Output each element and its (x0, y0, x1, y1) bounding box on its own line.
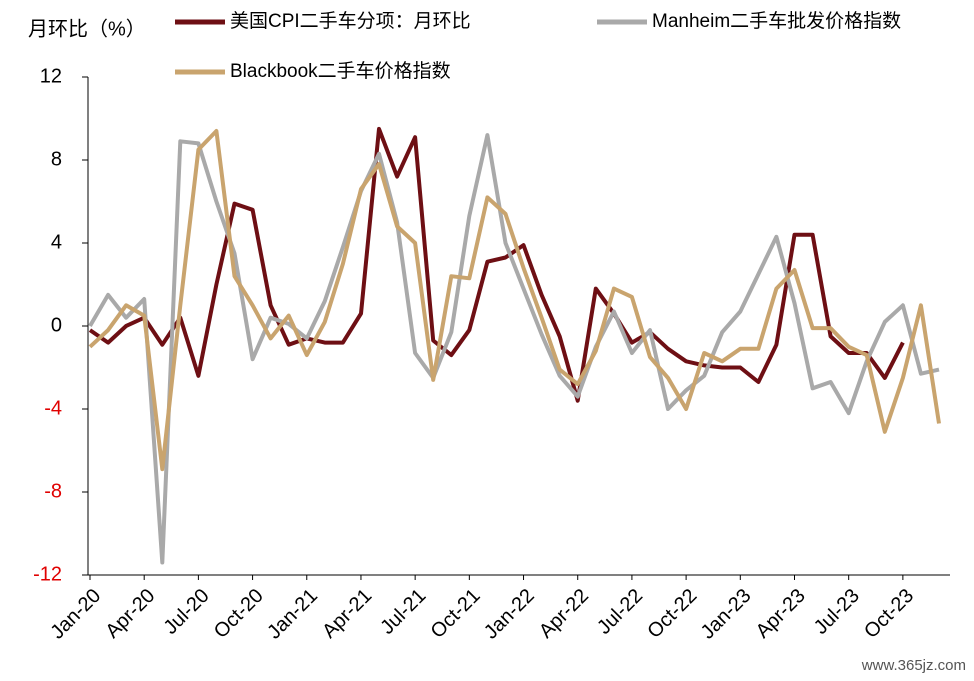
y-tick-label: 4 (51, 231, 62, 253)
x-tick-label: Jul-20 (160, 585, 214, 639)
series-line (88, 129, 941, 472)
x-tick-label: Jul-21 (376, 585, 430, 639)
x-tick-label: Oct-21 (427, 585, 485, 643)
y-tick-label: 0 (51, 314, 62, 336)
watermark: www.365jz.com (861, 657, 966, 674)
y-tick-label: -4 (44, 397, 62, 419)
x-tick-label: Jan-20 (46, 585, 105, 644)
x-tick-label: Oct-23 (860, 585, 918, 643)
x-tick-label: Oct-22 (643, 585, 701, 643)
legend-label: Blackbook二手车价格指数 (230, 60, 451, 82)
x-tick-label: Jan-23 (697, 585, 756, 644)
x-tick-label: Apr-23 (752, 585, 810, 643)
y-tick-label: -12 (33, 563, 62, 585)
legend-label: 美国CPI二手车分项：月环比 (230, 10, 471, 32)
x-tick-label: Jul-23 (810, 585, 864, 639)
y-axis-label: 月环比（%） (28, 17, 146, 40)
y-tick-label: -8 (44, 480, 62, 502)
x-tick-label: Oct-20 (210, 585, 268, 643)
x-tick-label: Apr-22 (535, 585, 593, 643)
x-tick-label: Jan-22 (480, 585, 539, 644)
x-tick-label: Jul-22 (593, 585, 647, 639)
x-tick-label: Apr-21 (318, 585, 376, 643)
x-tick-label: Apr-20 (101, 585, 159, 643)
y-tick-label: 12 (40, 65, 62, 87)
legend-label: Manheim二手车批发价格指数 (652, 10, 901, 32)
y-tick-label: 8 (51, 148, 62, 170)
x-tick-label: Jan-21 (263, 585, 322, 644)
series-line (88, 133, 940, 565)
series-line (88, 126, 905, 403)
